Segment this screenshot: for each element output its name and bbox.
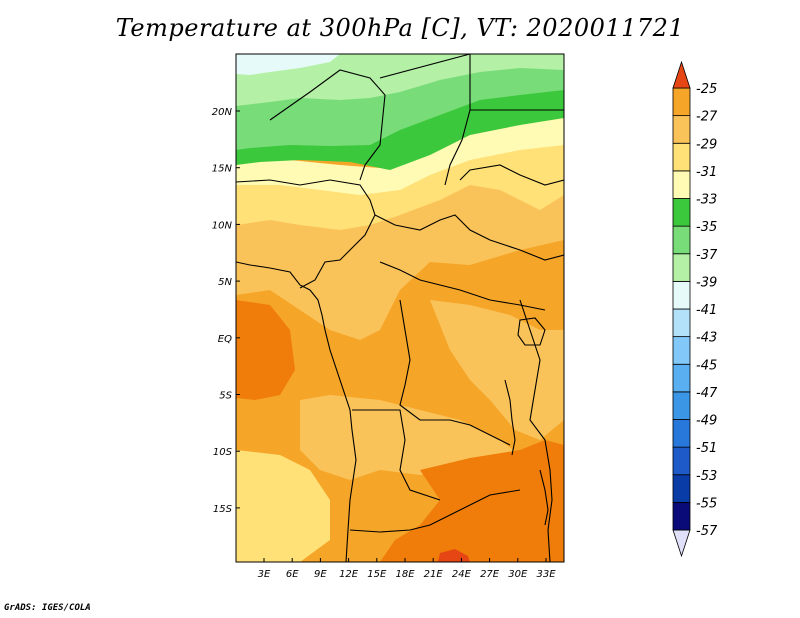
country-borders — [236, 54, 564, 562]
lon-label: 12E — [339, 569, 359, 580]
border-south-2 — [349, 489, 521, 533]
lat-label: EQ — [218, 334, 232, 345]
lat-label: 5N — [218, 277, 232, 288]
colorbar-bottom-arrow — [672, 529, 691, 558]
colorbar-swatch — [672, 253, 691, 282]
colorbar-label: -33 — [696, 193, 717, 208]
border-north-2 — [379, 54, 471, 186]
lon-label: 18E — [395, 569, 415, 580]
colorbar-label: -25 — [696, 82, 717, 97]
colorbar-label: -45 — [696, 358, 717, 373]
colorbar-swatch — [672, 336, 691, 365]
border-central-2 — [379, 261, 546, 311]
colorbar-swatch — [672, 501, 691, 531]
colorbar-label: -53 — [696, 469, 717, 484]
lon-label: 15E — [367, 569, 387, 580]
coastline-west — [236, 261, 357, 562]
colorbar-label: -49 — [696, 414, 717, 429]
lat-label: 20N — [212, 107, 233, 118]
colorbar-label: -39 — [696, 275, 717, 290]
lon-label: 21E — [424, 569, 444, 580]
lon-label: 33E — [536, 569, 556, 580]
colorbar-label: -31 — [696, 165, 717, 180]
field-light-orange-south — [300, 395, 520, 480]
colorbar-swatch — [672, 308, 691, 338]
lon-label: 30E — [508, 569, 528, 580]
field-dark-orange-southeast — [380, 440, 564, 562]
colorbar-label: -35 — [696, 220, 717, 235]
colorbar-swatch — [672, 115, 691, 144]
field-yellow-southwest — [236, 450, 330, 562]
field-light-orange-east — [430, 300, 564, 440]
colorbar-label: -27 — [696, 110, 718, 125]
border-north-1 — [269, 69, 386, 181]
colorbar-label: -57 — [696, 524, 718, 539]
lon-label: 9E — [314, 569, 327, 580]
border-central-1 — [374, 214, 564, 261]
colorbar-label: -51 — [696, 441, 717, 456]
lake-malawi — [539, 469, 549, 526]
border-east-2 — [459, 164, 564, 186]
colorbar-swatch — [672, 225, 691, 255]
border-south-1 — [352, 409, 441, 501]
lake-tanganyika — [504, 379, 516, 456]
colorbar-label: -29 — [696, 137, 717, 152]
colorbar-swatch — [672, 170, 691, 199]
colorbar-label: -37 — [696, 248, 718, 263]
colorbar-label: -47 — [696, 386, 718, 401]
lat-label: 10S — [213, 447, 233, 458]
colorbar-label: -55 — [696, 496, 717, 511]
lat-label: 15N — [212, 164, 233, 175]
lat-label: 15S — [213, 504, 233, 515]
field-dark-orange-west — [236, 300, 295, 400]
longitude-ticks: 3E 6E 9E 12E 15E 18E 21E 24E 27E 30E 33E — [258, 558, 556, 580]
lat-label: 10N — [212, 220, 233, 231]
field-light-green-band — [236, 54, 564, 106]
lat-label: 5S — [219, 391, 232, 402]
colorbar-swatch — [672, 280, 691, 310]
temperature-field — [236, 54, 564, 562]
colorbar-label: -41 — [696, 303, 717, 318]
field-pale-yellow-band — [236, 115, 564, 195]
map-frame — [235, 53, 565, 563]
field-pale-cyan-patch — [236, 54, 340, 75]
colorbar-swatch — [672, 391, 691, 420]
lon-label: 27E — [480, 569, 500, 580]
colorbar-top-arrow — [672, 60, 691, 89]
map-title: Temperature at 300hPa [C], VT: 202001172… — [115, 14, 685, 42]
grads-credit: GrADS: IGES/COLA — [4, 603, 91, 613]
latitude-ticks: 20N 15N 10N 5N EQ 5S 10S 15S — [212, 107, 240, 515]
colorbar-swatch — [672, 142, 691, 172]
lake-victoria — [517, 317, 546, 346]
field-medium-green-band — [236, 64, 564, 150]
colorbar-swatch — [672, 87, 691, 117]
lon-label: 24E — [452, 569, 472, 580]
field-red-orange-spot — [438, 549, 470, 562]
lon-label: 3E — [258, 569, 271, 580]
colorbar-swatch — [672, 446, 691, 476]
colorbar-label: -43 — [696, 331, 717, 346]
colorbar: -25 -27 -29 -31 -33 -35 -37 -39 -41 -43 -45 -47 -49 -… — [672, 60, 718, 558]
border-central-3 — [399, 299, 511, 446]
colorbar-swatch — [672, 198, 691, 227]
colorbar-swatch — [672, 363, 691, 393]
colorbar-swatch — [672, 474, 691, 503]
lon-label: 6E — [286, 569, 299, 580]
colorbar-swatch — [672, 419, 691, 448]
